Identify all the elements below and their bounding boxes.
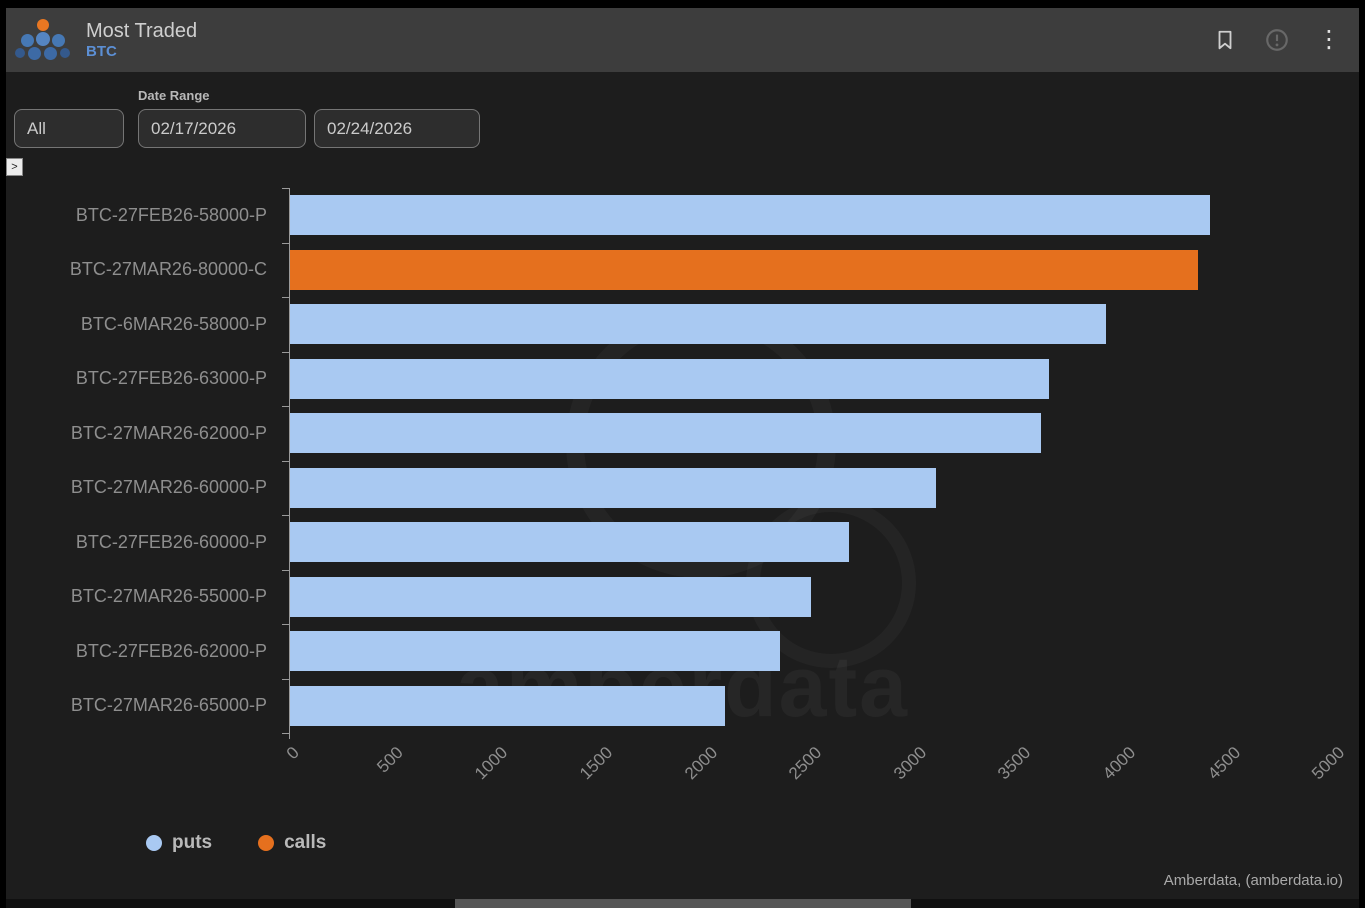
bar-cell [289,195,1335,236]
bar-cell [289,249,1335,290]
legend: puts calls [146,832,326,854]
bar-puts[interactable] [290,631,780,672]
category-label: BTC-27FEB26-58000-P [75,204,267,225]
y-axis-tick [282,569,290,571]
chart-row: BTC-27MAR26-65000-P [6,679,1335,734]
widget-panel: Most Traded BTC ⋮ Date Range All > [6,8,1359,908]
bar-calls[interactable] [290,249,1198,290]
category-label: BTC-27MAR26-80000-C [69,259,267,280]
legend-item-calls[interactable]: calls [258,832,326,854]
y-axis-tick [282,242,290,244]
header-icons: ⋮ [1211,26,1359,54]
legend-item-puts[interactable]: puts [146,832,212,854]
chart-row: BTC-27MAR26-55000-P [6,570,1335,625]
bar-puts[interactable] [290,413,1042,454]
bar-cell [289,576,1335,617]
x-tick-label: 1500 [576,743,617,784]
bar-puts[interactable] [290,467,937,508]
y-axis-tick [282,678,290,680]
x-axis: 0 500 1000 1500 2000 2500 3000 3500 4000 4500 5000 [282,733,1348,817]
x-tick-label: 4500 [1203,743,1244,784]
category-label: BTC-6MAR26-58000-P [80,313,267,334]
bar-rows: BTC-27FEB26-58000-P BTC-27MAR26-80000-C BT… [6,188,1359,739]
end-date-input[interactable] [327,118,479,139]
y-axis-line [289,188,290,739]
info-icon[interactable] [1263,26,1291,54]
chart-row: BTC-27FEB26-63000-P [6,352,1335,407]
bar-cell [289,467,1335,508]
category-label: BTC-27FEB26-63000-P [75,368,267,389]
widget-subtitle: BTC [86,42,117,60]
category-label: BTC-27MAR26-55000-P [70,586,267,607]
bar-puts[interactable] [290,522,849,563]
widget-header: Most Traded BTC ⋮ [6,8,1359,72]
x-tick-label: 0 [282,743,303,764]
x-tick-label: 4000 [1099,743,1140,784]
attribution-text: Amberdata, (amberdata.io) [1163,872,1343,889]
category-label: BTC-27FEB26-60000-P [75,531,267,552]
amberdata-logo-icon [14,17,72,63]
kebab-menu-icon[interactable]: ⋮ [1317,26,1341,53]
bar-puts[interactable] [290,685,726,726]
legend-label: puts [172,832,213,853]
x-tick-label: 5000 [1308,743,1349,784]
start-date-input[interactable] [151,118,305,139]
category-label: BTC-27MAR26-62000-P [70,422,267,443]
bar-puts[interactable] [290,576,811,617]
category-label: BTC-27MAR26-60000-P [70,477,267,498]
bar-puts[interactable] [290,195,1211,236]
x-tick-label: 1000 [471,743,512,784]
y-axis-tick [282,188,290,189]
chart-row: BTC-27MAR26-60000-P [6,461,1335,516]
chart-row: BTC-27FEB26-60000-P [6,515,1335,570]
widget-title: Most Traded [86,19,198,42]
x-tick-label: 3500 [994,743,1035,784]
legend-dot [146,835,162,851]
chart-row: BTC-27FEB26-58000-P [6,188,1335,243]
y-axis-tick [282,351,290,353]
chart-row: BTC-6MAR26-58000-P [6,297,1335,352]
scrollbar-thumb[interactable] [455,899,911,908]
expand-sidebar-button[interactable]: > [6,158,23,176]
legend-label: calls [284,832,327,853]
y-axis-tick [282,406,290,407]
bar-cell [289,522,1335,563]
x-tick-label: 2500 [785,743,826,784]
asset-select[interactable]: All [14,109,124,148]
bar-cell [289,304,1335,345]
chart-row: BTC-27MAR26-62000-P [6,406,1335,461]
bar-cell [289,358,1335,399]
chart-row: BTC-27FEB26-62000-P [6,624,1335,679]
horizontal-scrollbar [6,899,1359,908]
y-axis-tick [282,515,290,516]
y-axis-tick [282,297,290,298]
x-tick-label: 3000 [889,743,931,784]
y-axis-tick [282,624,290,625]
bar-cell [289,631,1335,672]
date-range-label: Date Range [138,88,210,103]
bookmark-icon[interactable] [1211,26,1239,54]
bar-chart: BTC-27FEB26-58000-P BTC-27MAR26-80000-C BT… [6,188,1359,817]
start-date-field[interactable] [138,109,306,148]
y-axis-tick [282,460,290,462]
category-label: BTC-27FEB26-62000-P [75,640,267,661]
bar-cell [289,685,1335,726]
bar-cell [289,413,1335,454]
y-axis-tick [282,733,290,734]
legend-dot [258,835,275,851]
x-tick-label: 2000 [680,743,721,784]
x-tick-label: 500 [373,743,408,777]
end-date-field[interactable] [314,109,480,148]
title-block: Most Traded BTC [86,20,197,61]
bar-puts[interactable] [290,304,1106,345]
chart-row: BTC-27MAR26-80000-C [6,243,1335,298]
category-label: BTC-27MAR26-65000-P [70,695,267,716]
bar-puts[interactable] [290,358,1050,399]
